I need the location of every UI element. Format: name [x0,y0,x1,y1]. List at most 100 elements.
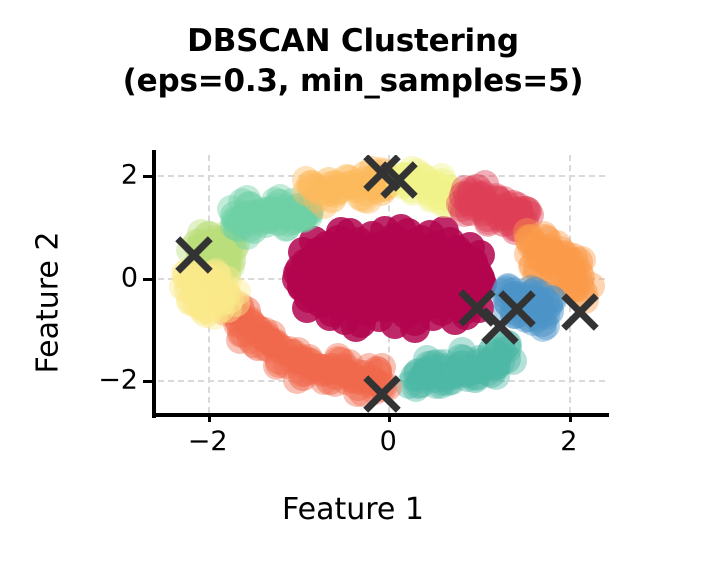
scatter-point [218,229,246,257]
scatter-point [267,335,297,365]
scatter-point [418,301,448,331]
scatter-point [348,268,378,298]
scatter-point [445,279,475,309]
scatter-point [559,261,587,289]
scatter-point [200,302,228,330]
scatter-point [186,234,214,262]
scatter-point [173,259,201,287]
scatter-point [299,280,329,310]
scatter-point [391,162,421,192]
x-tick [208,413,211,422]
scatter-point [288,192,316,220]
scatter-point [294,283,324,313]
scatter-point [462,362,490,390]
scatter-point [312,277,342,307]
scatter-point [294,195,322,223]
scatter-point [207,289,235,317]
scatter-point [461,187,489,215]
scatter-point [314,179,342,207]
scatter-point [353,292,383,322]
scatter-point [382,257,412,287]
scatter-point [433,184,461,212]
scatter-point [400,306,430,336]
scatter-point [333,290,363,320]
scatter-point [413,278,443,308]
scatter-point [321,180,349,208]
scatter-point [454,188,482,216]
scatter-point [258,330,286,358]
scatter-point [443,243,473,273]
scatter-point [467,269,497,299]
scatter-point [344,279,374,309]
scatter-point [409,282,439,312]
scatter-point [367,157,395,185]
scatter-point [290,260,320,290]
scatter-point [303,251,333,281]
scatter-point [324,343,352,371]
scatter-point [451,175,479,203]
scatter-point [313,268,343,298]
scatter-point [369,374,397,402]
scatter-point [288,361,318,391]
scatter-point [523,243,551,271]
scatter-point [474,349,504,379]
scatter-point [432,271,462,301]
scatter-point [367,257,397,287]
scatter-point [402,247,432,277]
scatter-point [524,290,552,318]
scatter-point [314,167,344,197]
scatter-point [344,271,374,301]
scatter-point [277,345,305,373]
scatter-point [217,252,245,280]
scatter-point [344,227,374,257]
scatter-point [517,232,545,260]
scatter-point [351,278,381,308]
scatter-point [355,268,385,298]
scatter-point [427,265,457,295]
scatter-point [427,296,457,326]
scatter-point [293,250,323,280]
x-tick [569,413,572,422]
scatter-point [438,276,468,306]
scatter-point [447,351,475,379]
scatter-point [351,280,381,310]
scatter-point [447,248,477,278]
scatter-point [256,203,284,231]
scatter-point [339,244,369,274]
scatter-point [288,237,318,267]
scatter-point [410,261,440,291]
scatter-point [449,295,479,325]
scatter-point [354,288,384,318]
scatter-point [247,321,275,349]
scatter-point [391,299,421,329]
scatter-point [323,225,353,255]
scatter-point [379,289,409,319]
scatter-point [236,192,264,220]
scatter-point [527,307,557,337]
scatter-point [462,258,492,288]
scatter-point [370,269,400,299]
scatter-point [346,181,376,211]
scatter-point [466,182,494,210]
scatter-point [411,248,441,278]
scatter-point [296,170,326,200]
scatter-point [200,260,230,290]
scatter-point [416,257,446,287]
scatter-point [394,271,424,301]
scatter-point [345,245,375,275]
scatter-point [438,282,468,312]
scatter-point [457,176,485,204]
scatter-point [407,279,437,309]
scatter-point [372,231,402,261]
scatter-point [415,249,445,279]
scatter-point [177,258,205,286]
scatter-point [273,351,301,379]
scatter-point [422,265,452,295]
scatter-point [309,245,339,275]
scatter-point [534,234,564,264]
scatter-point [300,272,330,302]
scatter-point [338,170,366,198]
scatter-point [332,233,362,263]
scatter-point [441,283,471,313]
scatter-point [307,269,337,299]
